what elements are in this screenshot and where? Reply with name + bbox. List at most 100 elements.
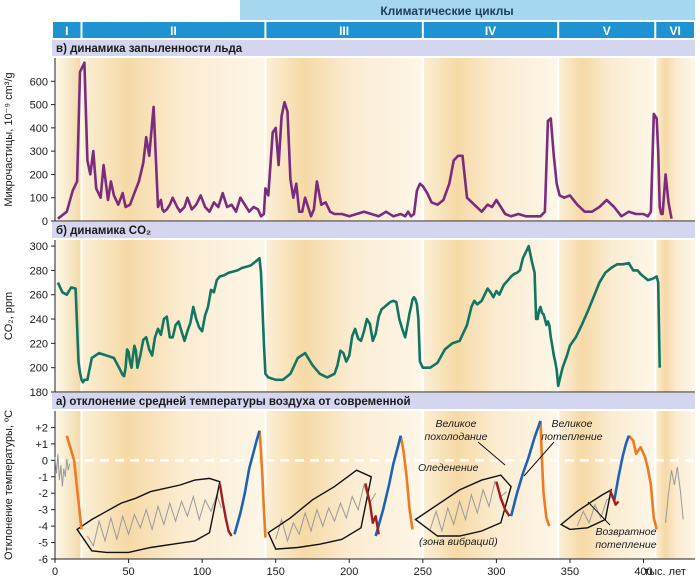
cycle-label-4: IV	[485, 24, 496, 38]
cycle-band-4	[423, 22, 558, 38]
cycle-shade-co2-6	[655, 240, 695, 392]
cycle-shade-dust-2	[81, 58, 266, 221]
temp-glaciation-envelope	[267, 469, 373, 550]
cycle-shade-dust-5	[558, 58, 656, 221]
dust-series-line	[57, 61, 673, 220]
axes: 0 100 200 300 400 500 600 Микрочастицы, 10⁻⁹ cm…	[3, 58, 695, 578]
temp-great-cooling-line	[399, 435, 414, 530]
temp-great-cooling-line	[65, 435, 83, 530]
temp-ytick-label: -6	[38, 554, 48, 566]
temp-ytick-label: +1	[35, 439, 48, 451]
co2-title: б) динамика CO₂	[56, 225, 151, 237]
co2-ylabel: CO₂, ppm	[3, 292, 15, 340]
cycle-shade-dust-6	[655, 58, 695, 221]
annotation-great-warming-arrow	[523, 441, 555, 477]
temp-ylabel: Отклонение температуры, ºC	[3, 410, 15, 560]
temp-vibration-series	[576, 496, 613, 527]
dust-ytick-label: 300	[30, 146, 48, 158]
temp-xtick-label: 100	[193, 566, 211, 578]
cycles-header-title: Климатические циклы	[380, 4, 513, 18]
cycle-shade-co2-5	[558, 240, 656, 392]
dust-ytick-label: 0	[42, 216, 48, 228]
temp-ytick-label: -1	[38, 472, 48, 484]
cycle-band-2	[82, 22, 265, 38]
cycle-label-2: II	[170, 24, 177, 38]
cycle-shade-temp-3	[265, 411, 423, 559]
cycle-label-3: III	[339, 24, 349, 38]
annotation-great-cooling-2: похолодание	[425, 431, 488, 443]
temp-glaciation-envelope	[559, 488, 613, 531]
temp-xtick-label: 350	[561, 566, 579, 578]
cycle-shade-co2-3	[265, 240, 423, 392]
temp-great-cooling-line	[627, 434, 658, 530]
temp-xtick-label: 0	[52, 566, 58, 578]
temp-glaciation-envelope	[76, 477, 221, 554]
temp-ytick-label: -5	[38, 538, 48, 550]
temp-xtick-label: 200	[340, 566, 358, 578]
temp-title-bar	[52, 393, 695, 409]
cycle-shade-temp-5	[558, 411, 656, 559]
cycles-header: Климатические циклы	[240, 0, 695, 20]
cycle-label-1: I	[65, 24, 68, 38]
dust-ytick-label: 200	[30, 169, 48, 181]
dust-ylabel: Микрочастицы, 10⁻⁹ cm³/g	[3, 72, 15, 206]
cycle-band-3	[266, 22, 422, 38]
co2-ytick-label: 180	[30, 387, 48, 399]
cycle-label-6: VI	[669, 24, 680, 38]
cycle-shade-co2-2	[81, 240, 266, 392]
co2-series-line	[56, 244, 661, 388]
cycle-band-6	[656, 22, 694, 38]
temp-ytick-label: -3	[38, 505, 48, 517]
dust-title: в) динамика запыленности льда	[56, 43, 243, 55]
annotations: Оледенение (зона вибраций) Великое похол…	[418, 418, 657, 551]
temp-ytick-label: -4	[38, 521, 48, 533]
co2-ytick-label: 280	[30, 265, 48, 277]
temp-return-warming-line	[608, 489, 620, 506]
temp-title: а) отклонение средней температуры воздух…	[56, 396, 411, 408]
annotation-vibration-zone: (зона вибраций)	[419, 536, 498, 548]
dust-ytick-label: 500	[30, 100, 48, 112]
annotation-great-warming-1: Великое	[552, 418, 593, 430]
co2-ytick-label: 300	[30, 241, 48, 253]
temp-vibration-series	[54, 453, 71, 487]
temp-ytick-label: 0	[42, 455, 48, 467]
dust-title-bar	[52, 40, 695, 56]
temp-xtick-label: 300	[487, 566, 505, 578]
dust-ytick-label: 600	[30, 76, 48, 88]
temp-great-warming-line	[233, 430, 261, 535]
temp-vibration-series	[86, 493, 222, 548]
cycle-label-5: V	[603, 24, 611, 38]
annotation-great-cooling-1: Великое	[436, 418, 477, 430]
temp-great-warming-line	[509, 420, 542, 517]
cycle-shade-dust-4	[422, 58, 559, 221]
dust-ytick-label: 100	[30, 193, 48, 205]
temp-vibration-series	[275, 483, 377, 543]
data-lines	[54, 61, 684, 554]
co2-ytick-label: 240	[30, 314, 48, 326]
temp-return-warming-line	[364, 483, 380, 535]
temp-great-cooling-line	[258, 430, 267, 538]
temp-return-warming-line	[218, 483, 233, 537]
annotation-return-warming-2: потепление	[595, 539, 656, 551]
annotation-glaciation: Оледенение	[418, 462, 479, 474]
temp-xlabel: тыс. лет	[644, 566, 686, 578]
co2-ytick-label: 260	[30, 290, 48, 302]
temp-great-cooling-line	[539, 420, 551, 527]
temp-xtick-label: 250	[414, 566, 432, 578]
annotation-return-warming-arrow	[587, 501, 611, 526]
temp-return-warming-line	[495, 481, 511, 517]
co2-ytick-label: 220	[30, 338, 48, 350]
cycle-shade-temp-2	[81, 411, 266, 559]
annotation-great-cooling-arrow	[477, 441, 506, 466]
temp-vibration-series	[665, 466, 684, 523]
cycles-header-bar	[240, 0, 695, 20]
temp-great-warming-line	[374, 435, 402, 537]
temp-xtick-label: 150	[267, 566, 285, 578]
temp-glaciation-envelope	[414, 474, 512, 537]
cycle-band-5	[559, 22, 655, 38]
cycle-bar: I II III IV V VI	[53, 22, 694, 38]
annotation-return-warming-1: Возвратное	[596, 526, 657, 538]
temp-xtick-label: 400	[634, 566, 652, 578]
